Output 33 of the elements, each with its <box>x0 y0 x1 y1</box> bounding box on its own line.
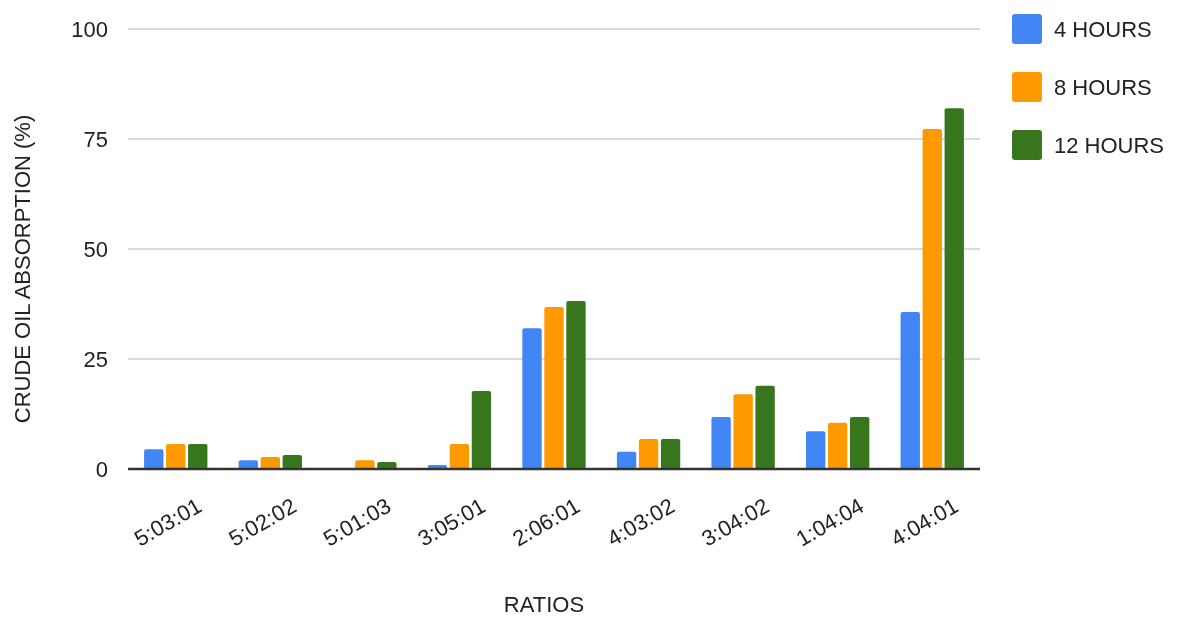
bar <box>355 460 375 469</box>
legend-label: 12 HOURS <box>1054 132 1165 158</box>
legend-label: 8 HOURS <box>1054 74 1152 100</box>
x-axis-title: RATIOS <box>503 592 585 617</box>
bar <box>922 128 942 469</box>
bar <box>900 311 920 469</box>
bar <box>711 417 731 469</box>
y-tick-label: 50 <box>83 236 108 262</box>
bar <box>566 300 586 469</box>
bar <box>944 108 964 469</box>
bar <box>806 431 826 469</box>
y-tick-label: 75 <box>83 126 108 152</box>
y-tick-label: 25 <box>83 346 108 372</box>
bar <box>144 449 164 469</box>
bar <box>850 417 870 469</box>
bar <box>638 439 659 469</box>
y-axis-title: CRUDE OIL ABSORPTION (%) <box>10 114 35 424</box>
bar <box>660 439 681 469</box>
y-tick-label: 100 <box>71 16 108 42</box>
bar <box>282 454 302 469</box>
bar <box>616 451 637 469</box>
bar <box>828 422 848 469</box>
bar <box>260 457 280 469</box>
bar <box>471 391 492 469</box>
y-tick-label: 0 <box>95 456 108 482</box>
bar <box>188 443 208 469</box>
bar <box>449 443 470 469</box>
bar <box>166 443 186 469</box>
legend-label: 4 HOURS <box>1054 16 1152 42</box>
bar <box>544 307 564 469</box>
bar <box>755 385 775 469</box>
bar <box>733 394 753 469</box>
bar <box>522 328 542 469</box>
